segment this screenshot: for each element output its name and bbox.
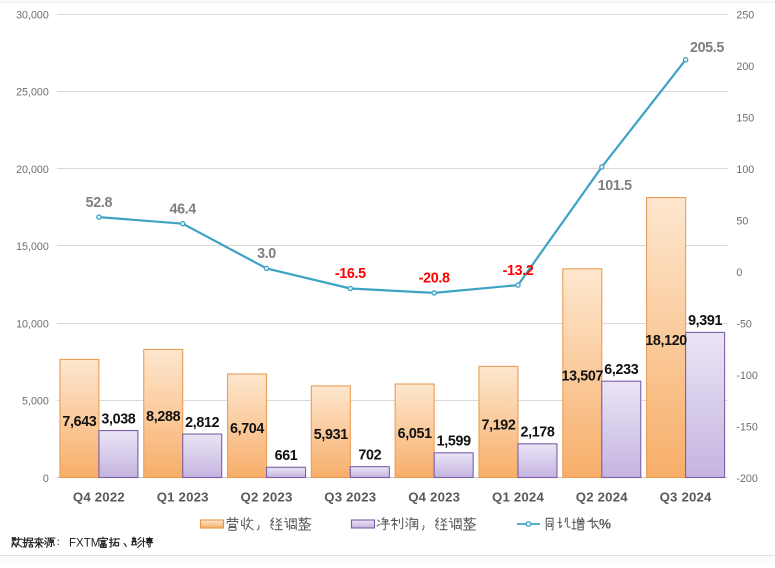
svg-text:FXTM: FXTM (69, 538, 100, 550)
svg-text:205.5: 205.5 (690, 40, 724, 56)
svg-text:Q2 2023: Q2 2023 (241, 489, 293, 504)
svg-text:0: 0 (43, 473, 49, 485)
svg-text:Q4 2022: Q4 2022 (73, 489, 125, 504)
svg-text:2,178: 2,178 (520, 425, 554, 441)
svg-text:7,643: 7,643 (62, 414, 96, 430)
svg-text:-150: -150 (736, 421, 757, 433)
svg-text:Q1 2023: Q1 2023 (157, 489, 209, 504)
svg-text:0: 0 (736, 267, 742, 279)
svg-text:5,931: 5,931 (314, 427, 348, 443)
svg-text:702: 702 (358, 448, 381, 464)
svg-text:25,000: 25,000 (16, 87, 49, 99)
svg-text:6,051: 6,051 (398, 426, 432, 442)
svg-text:3,038: 3,038 (101, 411, 135, 427)
svg-text:%: % (599, 517, 611, 532)
svg-text:46.4: 46.4 (169, 201, 196, 217)
svg-text:200: 200 (736, 61, 754, 73)
svg-text:-16.5: -16.5 (335, 266, 366, 282)
svg-text:Q3 2024: Q3 2024 (660, 489, 712, 504)
svg-text:-200: -200 (736, 473, 757, 485)
svg-text:Q3 2023: Q3 2023 (324, 489, 376, 504)
svg-text:10,000: 10,000 (16, 318, 49, 330)
svg-text:661: 661 (275, 448, 298, 464)
svg-text:101.5: 101.5 (598, 178, 632, 194)
svg-text:2,812: 2,812 (185, 415, 219, 431)
svg-text:5,000: 5,000 (22, 396, 49, 408)
svg-text:-20.8: -20.8 (419, 271, 450, 287)
svg-text:100: 100 (736, 164, 754, 176)
svg-text:Q2 2024: Q2 2024 (576, 489, 628, 504)
svg-text:1,599: 1,599 (437, 434, 471, 450)
svg-text:15,000: 15,000 (16, 241, 49, 253)
svg-text:30,000: 30,000 (16, 9, 49, 21)
svg-text:52.8: 52.8 (86, 195, 113, 211)
svg-text:250: 250 (736, 9, 754, 21)
svg-text:-13.2: -13.2 (503, 263, 534, 279)
svg-text:150: 150 (736, 112, 754, 124)
svg-text:-50: -50 (736, 318, 752, 330)
svg-text:18,120: 18,120 (645, 333, 687, 349)
svg-text:3.0: 3.0 (257, 246, 276, 262)
svg-text:6,704: 6,704 (230, 421, 264, 437)
svg-text:6,233: 6,233 (604, 362, 638, 378)
svg-text:20,000: 20,000 (16, 164, 49, 176)
svg-text:Q1 2024: Q1 2024 (492, 489, 544, 504)
svg-text:50: 50 (736, 215, 748, 227)
svg-text:-100: -100 (736, 370, 757, 382)
svg-text:8,288: 8,288 (146, 409, 180, 425)
svg-text:Q4 2023: Q4 2023 (408, 489, 460, 504)
svg-text:7,192: 7,192 (481, 417, 515, 433)
svg-text:13,507: 13,507 (561, 369, 603, 385)
svg-text:9,391: 9,391 (688, 313, 722, 329)
